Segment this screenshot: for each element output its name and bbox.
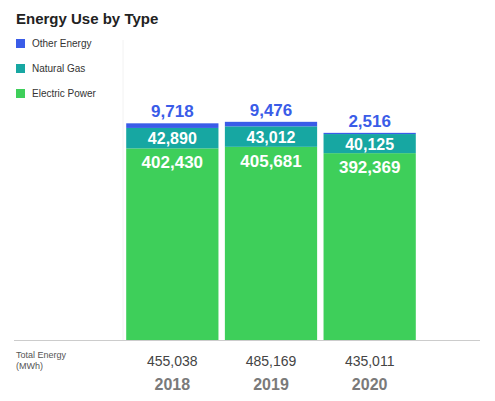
data-label: 405,681	[240, 152, 301, 171]
legend-label: Natural Gas	[32, 63, 85, 74]
bar-segment	[324, 133, 416, 134]
legend-label: Other Energy	[32, 38, 91, 49]
bar-segment	[225, 147, 317, 340]
data-label: 392,369	[339, 158, 400, 177]
totals-label: Total Energy (MWh)	[16, 350, 78, 372]
chart-svg: Energy Use by Type 402,430 42,890 9,718 405,…	[0, 0, 495, 401]
category-label: 2018	[155, 376, 191, 393]
bar-segment	[324, 153, 416, 340]
bar-segment	[225, 122, 317, 127]
data-label: 43,012	[247, 129, 296, 146]
data-label: 2,516	[348, 112, 391, 131]
total-value: 435,011	[345, 353, 395, 369]
data-label: 42,890	[148, 130, 197, 147]
bar-segment	[126, 123, 218, 128]
legend-swatch	[16, 89, 25, 98]
bar-segment	[126, 128, 218, 148]
bars	[126, 122, 416, 340]
data-labels: 402,430 42,890 9,718 405,681 43,012 9,476 392,…	[142, 101, 401, 177]
data-label: 9,718	[151, 102, 194, 121]
data-label: 402,430	[142, 153, 203, 172]
total-value: 455,038	[147, 353, 198, 369]
legend-swatch	[16, 39, 25, 48]
legend: Other Energy Natural Gas Electric Power	[16, 38, 97, 99]
chart-title: Energy Use by Type	[16, 10, 158, 27]
category-label: 2019	[253, 376, 289, 393]
data-label: 40,125	[345, 136, 394, 153]
legend-swatch	[16, 64, 25, 73]
chart-root: Energy Use by Type 402,430 42,890 9,718 405,…	[0, 0, 495, 401]
bar-segment	[126, 148, 218, 340]
baseline	[14, 340, 480, 341]
category-label: 2020	[352, 376, 388, 393]
bar-segment	[225, 126, 317, 146]
bar-segment	[324, 134, 416, 153]
data-label: 9,476	[250, 101, 293, 120]
legend-label: Electric Power	[32, 88, 97, 99]
total-value: 485,169	[246, 353, 297, 369]
value-axis-line	[123, 40, 124, 340]
